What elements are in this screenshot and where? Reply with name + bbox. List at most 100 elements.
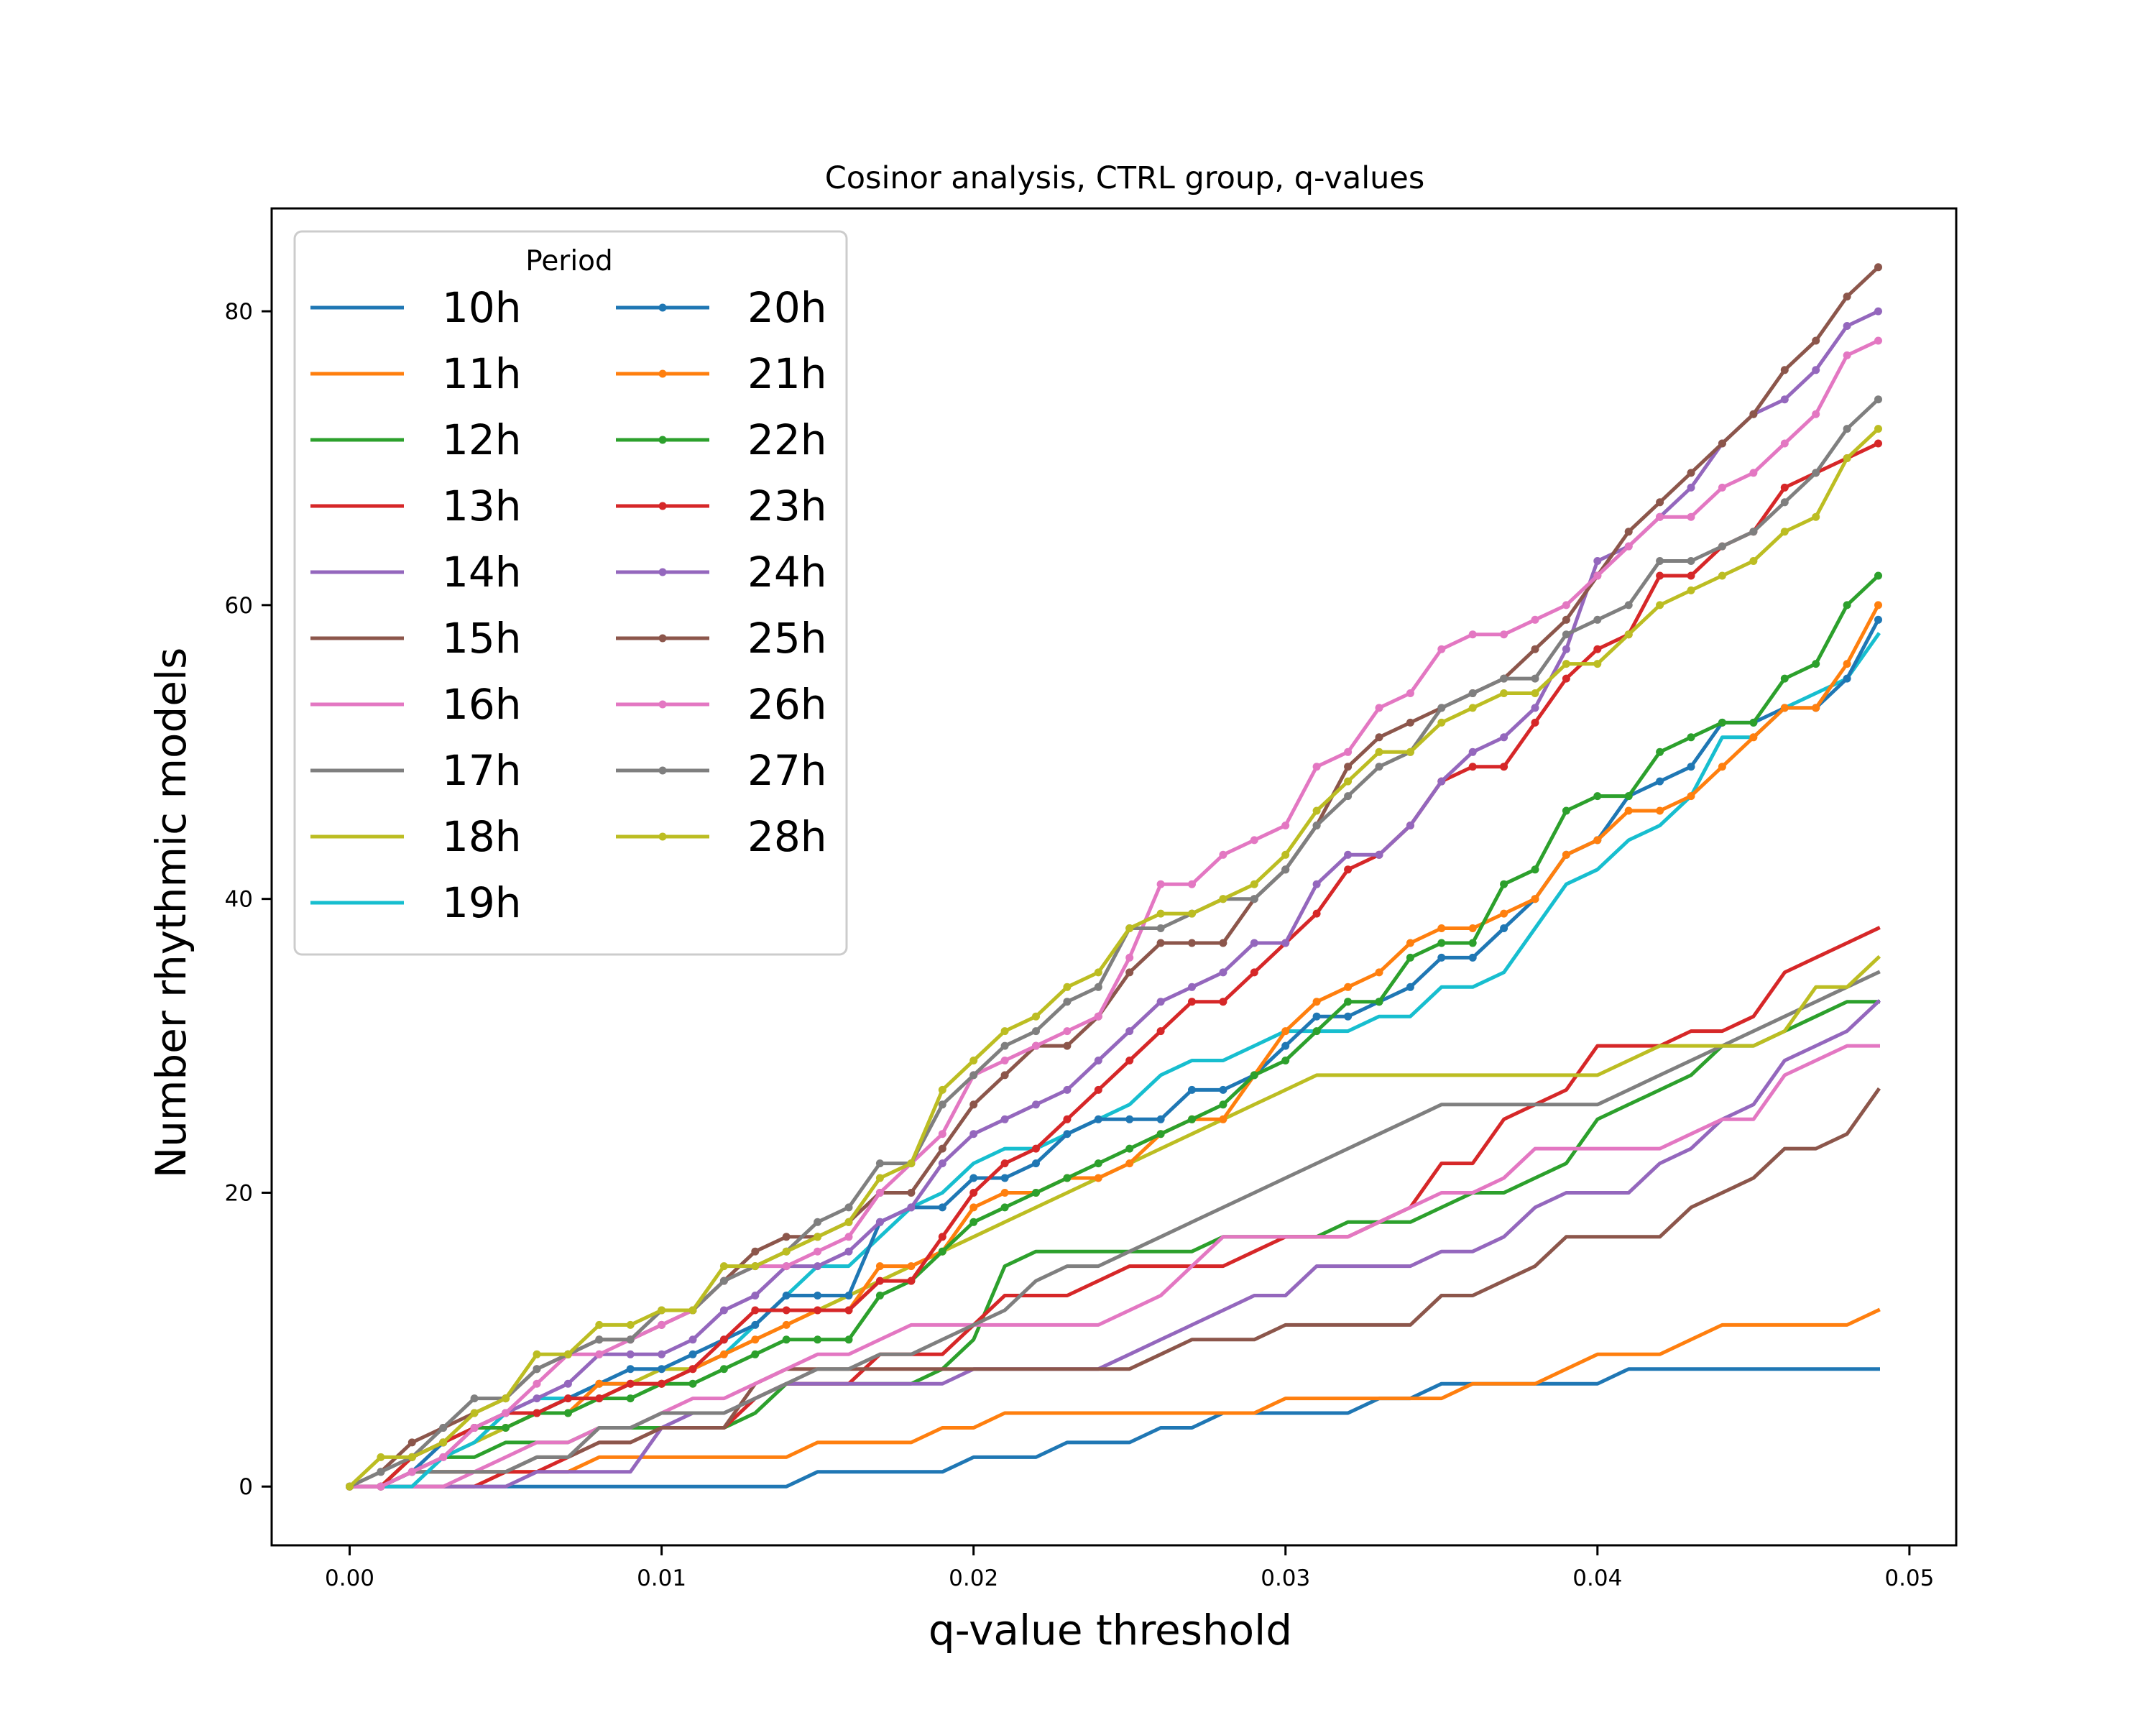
data-point-21h — [1406, 939, 1414, 947]
legend-box — [293, 230, 848, 956]
data-point-27h — [1843, 425, 1851, 433]
data-point-22h — [1812, 660, 1820, 668]
data-point-23h — [1156, 1027, 1165, 1036]
data-point-28h — [1032, 1012, 1040, 1021]
data-point-20h — [751, 1320, 760, 1329]
data-point-24h — [1094, 1057, 1102, 1064]
data-point-27h — [1375, 763, 1383, 771]
data-point-23h — [1562, 674, 1570, 683]
data-point-20h — [1468, 953, 1477, 962]
series-line-20h — [348, 617, 1881, 1489]
data-point-20h — [814, 1292, 822, 1300]
data-point-26h — [470, 1424, 479, 1432]
y-tick-label: 40 — [225, 887, 253, 913]
y-axis-title: Number rhythmic models — [147, 648, 195, 1179]
data-point-20h — [1032, 1159, 1040, 1168]
data-point-24h — [1250, 939, 1258, 947]
data-point-28h — [844, 1218, 853, 1226]
data-point-27h — [377, 1468, 385, 1476]
data-point-23h — [1063, 1115, 1072, 1123]
data-point-22h — [1000, 1203, 1009, 1212]
data-point-22h — [502, 1424, 510, 1432]
data-point-25h — [751, 1247, 760, 1256]
data-point-27h — [439, 1424, 448, 1432]
data-point-26h — [1250, 836, 1258, 845]
series-17h — [348, 970, 1881, 1489]
data-point-20h — [1312, 1012, 1321, 1021]
data-point-23h — [814, 1306, 822, 1315]
y-tick-label: 80 — [225, 299, 253, 325]
data-point-20h — [1687, 763, 1695, 771]
series-15h — [348, 1087, 1881, 1489]
data-point-27h — [875, 1159, 884, 1168]
y-tick-label: 20 — [225, 1180, 253, 1206]
data-point-25h — [1843, 293, 1851, 301]
data-point-22h — [1687, 733, 1695, 742]
data-point-28h — [407, 1453, 416, 1461]
data-point-22h — [1624, 792, 1633, 801]
legend-item-20h: 20h — [616, 283, 827, 332]
y-tick-label: 0 — [239, 1474, 253, 1500]
y-tick-label: 60 — [225, 593, 253, 619]
data-point-24h — [1500, 733, 1508, 742]
data-point-28h — [1156, 909, 1165, 918]
data-point-20h — [1063, 1130, 1072, 1138]
x-axis-title: q-value threshold — [929, 1606, 1292, 1655]
data-point-22h — [688, 1379, 697, 1388]
data-point-24h — [563, 1379, 572, 1388]
data-point-26h — [1687, 512, 1695, 521]
data-point-28h — [1843, 454, 1851, 462]
plot-area: 0.00 0.01 0.02 0.03 0.04 0.05 0 20 40 60 80 — [225, 207, 1958, 1591]
data-point-26h — [658, 1320, 666, 1329]
data-point-28h — [1624, 630, 1633, 639]
legend-item-15h: 15h — [310, 614, 522, 663]
data-point-20h — [969, 1174, 978, 1182]
data-point-20h — [1874, 615, 1882, 624]
data-point-24h — [626, 1350, 635, 1358]
data-point-27h — [1593, 615, 1602, 624]
data-point-22h — [1500, 880, 1508, 888]
data-point-21h — [1375, 968, 1383, 977]
data-point-25h — [1375, 733, 1383, 742]
data-point-26h — [1843, 351, 1851, 359]
data-point-24h — [1032, 1100, 1040, 1109]
data-point-21h — [1000, 1189, 1009, 1197]
data-point-21h — [595, 1379, 604, 1388]
data-point-23h — [969, 1189, 978, 1197]
data-point-26h — [1125, 953, 1134, 962]
data-point-22h — [1250, 1071, 1258, 1080]
data-point-28h — [533, 1350, 541, 1358]
data-point-25h — [1874, 263, 1882, 272]
data-point-24h — [814, 1262, 822, 1271]
data-point-28h — [1094, 968, 1102, 977]
data-point-21h — [1593, 836, 1602, 845]
legend: Period 10h 11h 12h 13h 14h 15h 16h 17h 18h 19h 20h… — [293, 230, 848, 956]
series-line-26h — [348, 338, 1881, 1489]
data-point-25h — [938, 1144, 946, 1153]
data-point-26h — [782, 1262, 791, 1271]
data-point-22h — [626, 1394, 635, 1403]
data-point-23h — [658, 1379, 666, 1388]
data-point-28h — [626, 1320, 635, 1329]
data-point-21h — [1344, 983, 1353, 991]
legend-label: 22h — [747, 415, 827, 464]
data-point-28h — [1250, 880, 1258, 888]
data-point-27h — [595, 1335, 604, 1344]
data-point-24h — [1188, 983, 1196, 991]
data-point-21h — [1281, 1027, 1290, 1036]
data-point-24h — [1344, 850, 1353, 859]
data-point-26h — [533, 1379, 541, 1388]
legend-marker — [658, 502, 667, 510]
data-point-25h — [1188, 939, 1196, 947]
legend-label: 18h — [442, 812, 522, 861]
data-point-26h — [1375, 704, 1383, 712]
data-point-23h — [907, 1276, 916, 1285]
data-point-23h — [1874, 439, 1882, 448]
data-point-28h — [1780, 528, 1789, 536]
data-point-26h — [502, 1409, 510, 1417]
data-point-25h — [1749, 410, 1758, 418]
data-point-26h — [1718, 483, 1726, 492]
data-point-24h — [844, 1247, 853, 1256]
data-point-22h — [814, 1335, 822, 1344]
